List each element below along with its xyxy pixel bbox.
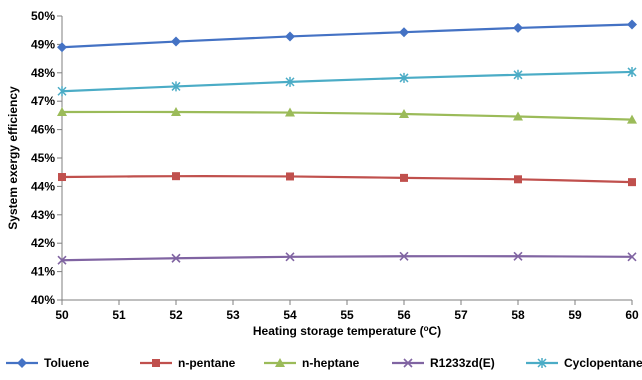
series-line (61, 255, 633, 262)
x-tick-label: 60 (625, 308, 639, 322)
data-point (57, 255, 67, 265)
series-line (61, 23, 633, 49)
x-tick-label: 57 (454, 308, 468, 322)
series-line (61, 70, 633, 93)
data-point (399, 72, 409, 83)
legend-item: R1233zd(E) (392, 356, 495, 370)
data-point (57, 86, 67, 97)
x-axis-ticks: 50 51 52 53 54 55 56 57 58 59 60 (55, 300, 639, 322)
data-point (57, 42, 67, 53)
x-tick-label: 53 (226, 308, 240, 322)
legend-label: Cyclopentane (564, 356, 642, 370)
y-tick-label: 43% (31, 208, 55, 222)
data-point (513, 111, 523, 121)
data-point (628, 178, 636, 187)
data-point (513, 251, 523, 261)
data-point (627, 252, 637, 262)
data-point (171, 253, 181, 263)
y-tick-label: 49% (31, 37, 55, 51)
data-point (171, 106, 181, 116)
series-4 (57, 251, 637, 265)
series-5 (57, 66, 637, 97)
x-tick-label: 54 (283, 308, 297, 322)
series-line (61, 175, 633, 184)
x-tick-label: 55 (340, 308, 354, 322)
data-point (399, 251, 409, 261)
series-2 (58, 172, 636, 187)
x-tick-label: 51 (112, 308, 126, 322)
series-group (57, 19, 637, 265)
data-point (399, 27, 409, 38)
y-tick-label: 40% (31, 293, 55, 307)
y-axis-ticks: 40% 41% 42% 43% 44% 45% 46% 47% 48% 49% 50% (31, 9, 62, 307)
y-tick-label: 50% (31, 9, 55, 23)
legend-marker (403, 358, 413, 368)
x-tick-label: 56 (397, 308, 411, 322)
data-point (285, 252, 295, 262)
data-point (627, 114, 637, 124)
data-point (285, 107, 295, 117)
data-point (513, 22, 523, 33)
data-point (399, 108, 409, 118)
x-tick-label: 52 (169, 308, 183, 322)
series-line (61, 110, 633, 121)
legend-item: n-heptane (264, 356, 360, 370)
data-point (58, 173, 66, 182)
data-point (627, 19, 637, 30)
y-tick-label: 47% (31, 94, 55, 108)
data-point (285, 76, 295, 87)
data-point (514, 175, 522, 184)
x-tick-label: 50 (55, 308, 69, 322)
x-axis-title-main: Heating storage temperature ( (253, 324, 424, 338)
data-point (400, 173, 408, 182)
data-point (286, 172, 294, 181)
data-point (171, 36, 181, 47)
x-axis-title-superscript: o (424, 324, 429, 333)
y-axis-title: System exergy efficiency (6, 86, 20, 230)
legend-item: n-pentane (140, 356, 236, 370)
y-tick-label: 44% (31, 179, 55, 193)
x-axis-title-tail: C) (428, 324, 441, 338)
x-axis-title: Heating storage temperature (oC) (253, 324, 441, 339)
x-tick-label: 58 (511, 308, 525, 322)
legend-marker (17, 358, 27, 368)
data-point (627, 66, 637, 77)
y-tick-label: 41% (31, 265, 55, 279)
data-point (171, 81, 181, 92)
legend-label: n-heptane (302, 356, 360, 370)
legend-label: n-pentane (178, 356, 236, 370)
legend-marker (537, 358, 547, 368)
legend-label: Toluene (44, 356, 89, 370)
y-tick-label: 45% (31, 151, 55, 165)
legend-marker (152, 359, 160, 367)
legend-item: Toluene (6, 356, 89, 370)
data-point (285, 31, 295, 42)
legend: Toluene n-pentane n-heptane R1233zd(E) Cyclo… (6, 356, 642, 370)
legend-item: Cyclopentane (526, 356, 642, 370)
y-tick-label: 42% (31, 236, 55, 250)
y-tick-label: 48% (31, 66, 55, 80)
data-point (57, 106, 67, 116)
data-point (172, 172, 180, 181)
legend-marker (275, 358, 285, 367)
y-tick-label: 46% (31, 123, 55, 137)
legend-label: R1233zd(E) (430, 356, 495, 370)
data-point (513, 69, 523, 80)
series-1 (57, 19, 637, 53)
x-tick-label: 59 (568, 308, 582, 322)
series-3 (57, 106, 637, 124)
